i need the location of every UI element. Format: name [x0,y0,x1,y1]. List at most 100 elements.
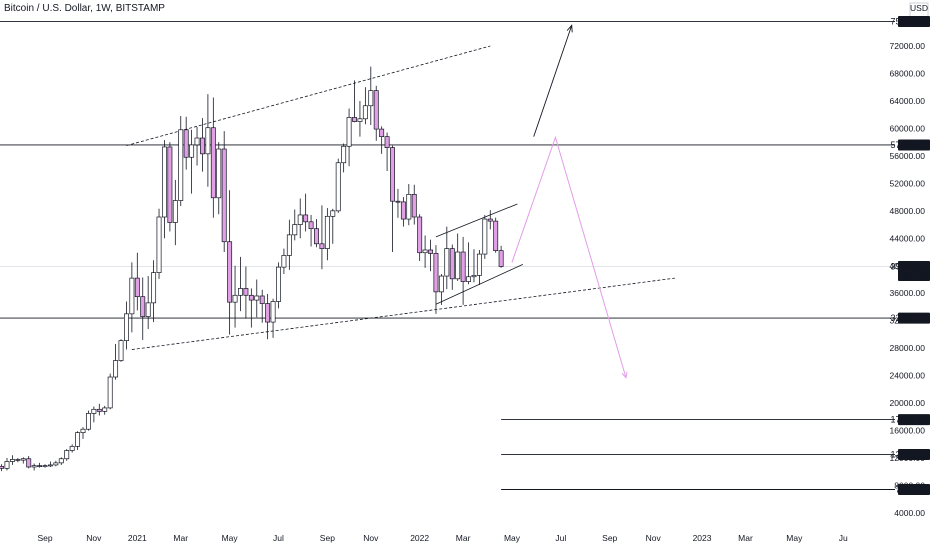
price-label-text: 12512.17 [890,450,928,460]
candle-67 [362,87,368,125]
candle-body [248,294,254,301]
candle-12 [64,449,70,461]
candle-body [438,275,444,293]
horizontal-levels [0,21,895,490]
price-label-box [898,16,930,28]
candle-28 [151,260,157,323]
candle-39 [210,97,216,218]
candle-4 [20,457,26,464]
candle-31 [167,142,173,232]
x-tick-label: 2022 [410,533,429,543]
candle-84 [455,233,461,281]
candle-88 [476,249,482,285]
candle-body [444,248,450,277]
candle-80 [433,245,439,314]
candle-85 [460,236,466,305]
candle-body [379,128,385,138]
candle-body [162,146,167,218]
candle-body [341,145,347,164]
candle-27 [145,276,151,329]
candle-body [270,301,276,323]
x-tick-label: May [504,533,521,543]
candle-body [172,200,178,223]
price-label-text: 17602.98 [890,415,928,425]
price-label-6: 7421.37 [895,484,930,496]
candle-body [20,458,26,461]
candle-92 [498,245,504,268]
candle-64 [346,108,352,167]
candle-body [42,465,48,467]
candle-60 [324,208,330,261]
candle-body [449,248,455,280]
y-tick-label: 24000.00 [890,371,926,381]
candle-0 [0,464,5,472]
candle-body [238,288,243,296]
time-axis[interactable]: Sep Nov 2021 Mar May Jul Sep Nov 2022 Mar May Jul Se… [37,533,848,543]
candle-body [210,127,216,199]
candle-body [433,253,439,293]
x-tick-label: Mar [173,533,188,543]
candle-53 [286,219,292,270]
candle-body [352,117,357,122]
candle-body [308,221,314,230]
candle-36 [194,127,200,166]
candle-74 [400,197,406,227]
candle-61 [330,208,336,244]
candle-62 [335,158,341,213]
candle-body [319,243,325,249]
candle-30 [162,140,167,239]
price-label-box [898,414,930,426]
candle-body [476,253,482,276]
candle-body [194,137,200,146]
candle-body [227,241,233,303]
candle-17 [91,406,97,423]
candle-7 [37,462,43,468]
candle-68 [368,66,374,125]
x-tick-label: Ju [839,533,848,543]
candle-body [346,117,352,147]
candle-46 [248,288,254,328]
candle-body [460,251,466,282]
candle-body [15,459,21,461]
candle-body [482,218,488,255]
candle-body [498,250,504,267]
candle-76 [411,184,417,225]
trendline-1 [131,277,675,350]
projection-line [511,135,627,378]
candle-body [47,464,53,467]
candle-1 [4,458,10,471]
price-label-text: 57590.42 [890,140,928,150]
y-tick-label: 68000.00 [890,68,926,78]
candle-82 [444,226,450,290]
candle-41 [221,131,227,253]
y-tick-label: 60000.00 [890,123,926,133]
trendline-2 [435,203,518,238]
x-tick-label: Mar [738,533,753,543]
candle-20 [107,373,113,410]
candle-79 [428,239,433,272]
candle-body [286,234,292,256]
candle-body [455,251,461,280]
candle-78 [422,235,428,268]
candle-35 [189,129,195,194]
candle-86 [466,242,471,285]
candle-body [53,462,59,466]
candle-body [373,90,379,130]
candle-87 [471,249,477,283]
candle-45 [243,266,249,319]
y-tick-label: 72000.00 [890,41,926,51]
x-tick-label: Nov [646,533,662,543]
candle-body [145,302,151,317]
candle-40 [216,142,222,215]
candle-body [368,90,374,107]
candle-70 [379,126,385,154]
candle-body [37,465,43,467]
x-tick-label: 2021 [128,533,147,543]
y-tick-label: 44000.00 [890,233,926,243]
price-label-0: 75563.02 [890,16,930,28]
candle-body [91,408,97,414]
candle-47 [254,279,260,318]
candle-body [167,146,173,223]
candle-58 [314,219,319,248]
